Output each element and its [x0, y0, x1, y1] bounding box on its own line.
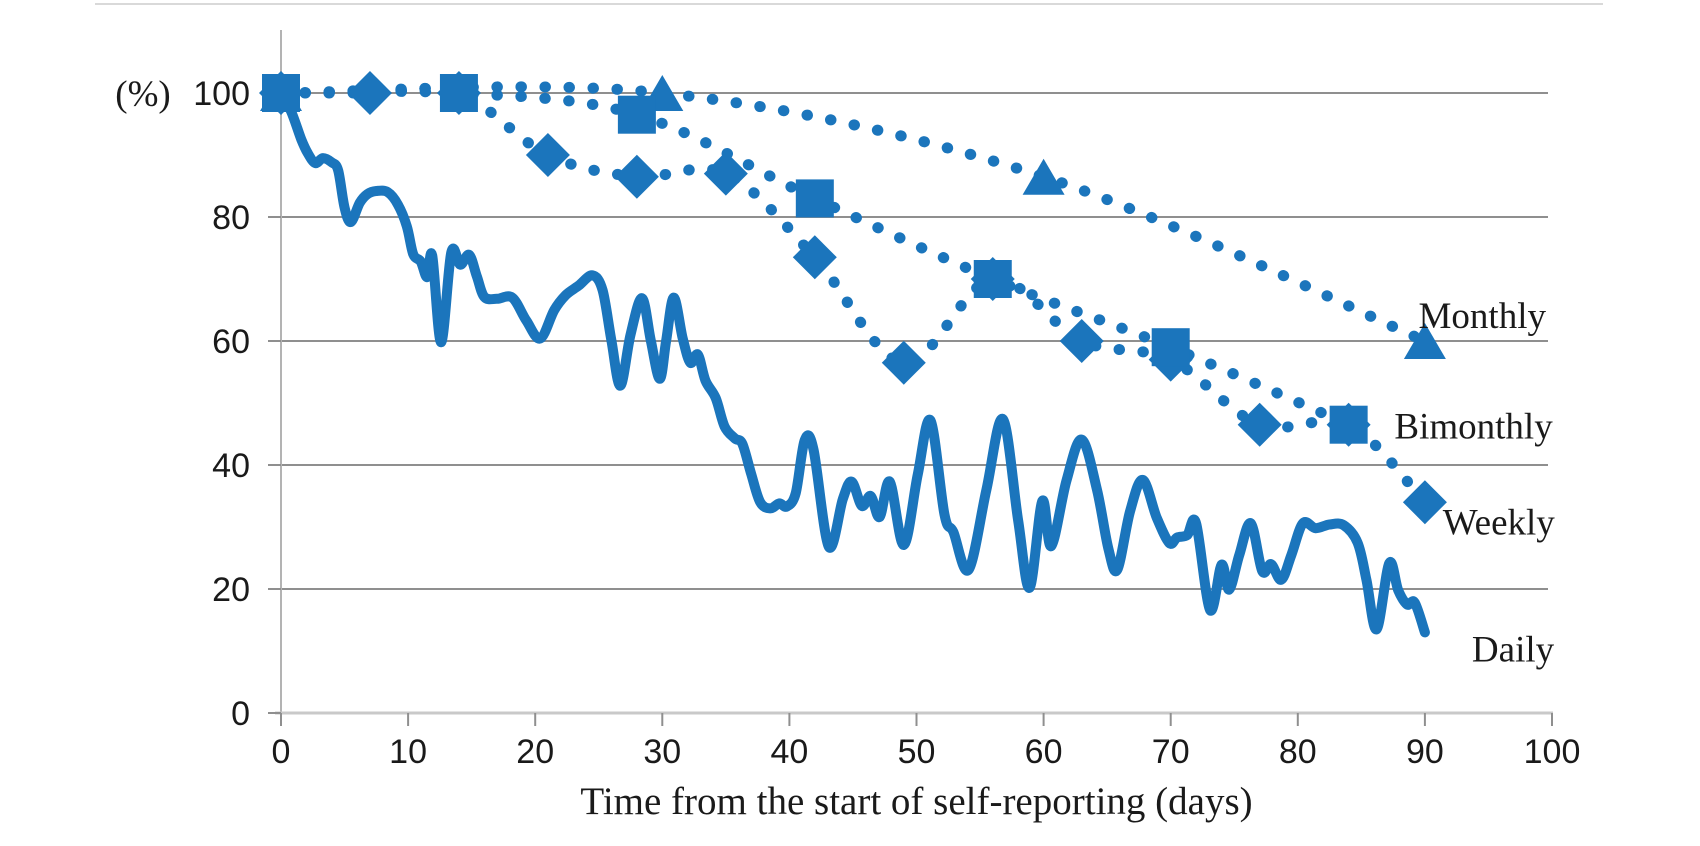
page-top-rule — [95, 3, 1603, 5]
marker-square-bimonthly — [795, 179, 834, 218]
x-tick-label-30: 30 — [643, 733, 681, 771]
marker-square-bimonthly — [262, 74, 300, 112]
x-tick-label-0: 0 — [272, 733, 291, 771]
marker-square-bimonthly — [1329, 405, 1368, 444]
marker-square-bimonthly — [973, 260, 1012, 298]
x-tick-label-20: 20 — [516, 733, 554, 771]
x-tick-label-60: 60 — [1025, 733, 1063, 771]
marker-diamond-weekly — [614, 154, 659, 199]
y-tick-label-0: 0 — [231, 695, 250, 733]
marker-triangle-monthly — [1022, 158, 1065, 195]
x-tick-label-80: 80 — [1279, 733, 1317, 771]
series-label-weekly: Weekly — [1443, 502, 1556, 543]
series-label-monthly: Monthly — [1419, 296, 1547, 337]
marker-diamond-weekly — [792, 235, 837, 280]
x-tick-label-70: 70 — [1152, 733, 1190, 771]
marker-square-bimonthly — [1151, 328, 1190, 367]
marker-diamond-weekly — [525, 133, 570, 177]
y-tick-label-20: 20 — [212, 571, 250, 609]
marker-square-bimonthly — [617, 95, 656, 134]
series-line-daily — [276, 88, 1430, 638]
marker-diamond-weekly — [347, 71, 392, 115]
x-tick-label-100: 100 — [1524, 733, 1581, 771]
marker-diamond-weekly — [703, 151, 748, 196]
series-label-bimonthly: Bimonthly — [1394, 406, 1553, 447]
marker-diamond-weekly — [1402, 480, 1447, 525]
series-line-weekly — [275, 82, 1431, 508]
y-axis-unit-label: (%) — [115, 74, 170, 115]
marker-square-bimonthly — [439, 74, 478, 112]
y-tick-label-100: 100 — [193, 75, 250, 113]
marker-triangle-monthly — [1403, 323, 1446, 359]
marker-diamond-weekly — [1237, 402, 1282, 447]
x-tick-label-10: 10 — [389, 733, 427, 771]
y-tick-label-60: 60 — [212, 323, 250, 361]
x-tick-label-40: 40 — [770, 733, 808, 771]
y-tick-label-80: 80 — [212, 199, 250, 237]
x-axis-title: Time from the start of self-reporting (d… — [580, 780, 1252, 823]
x-tick-label-90: 90 — [1406, 733, 1444, 771]
marker-diamond-weekly — [881, 340, 926, 385]
series-label-daily: Daily — [1472, 630, 1555, 671]
y-tick-label-40: 40 — [212, 447, 250, 485]
x-tick-label-50: 50 — [898, 733, 936, 771]
marker-diamond-weekly — [1059, 319, 1104, 363]
